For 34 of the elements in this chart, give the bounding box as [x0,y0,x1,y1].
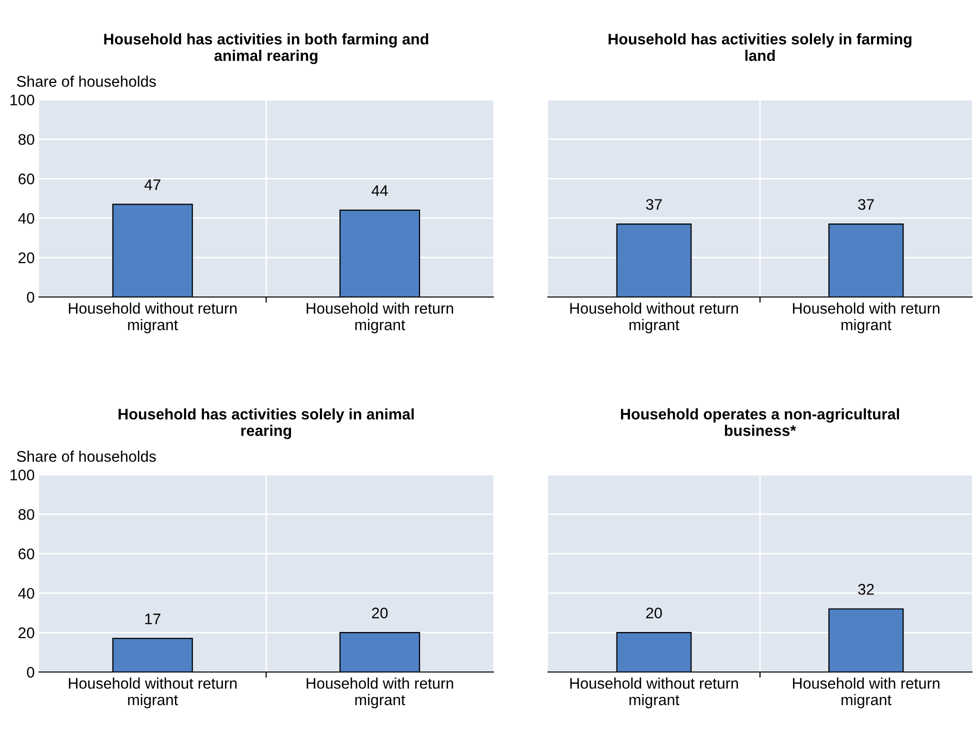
y-tick-label: 20 [18,252,34,264]
x-tick-label: Household with return migrant [792,302,940,334]
y-tick-label: 40 [18,212,34,224]
data-label: 20 [372,608,388,618]
y-tick-label: 100 [10,470,34,480]
x-tick-label: Household with return migrant [306,302,454,334]
y-tick-label: 60 [18,174,34,184]
y-tick-label: 80 [18,509,34,520]
y-tick-label: 0 [26,292,34,303]
y-tick-label: 60 [18,548,34,560]
y-tick-label: 40 [18,588,34,599]
data-label: 37 [858,199,874,210]
y-axis-title: Share of households [16,450,156,462]
chart-title: Household operates a non-agricultural business* [620,408,900,436]
x-tick-label: Household without return migrant [68,678,237,708]
x-tick-label: Household with return migrant [306,678,454,708]
x-tick-label: Household without return migrant [68,302,237,334]
x-tick-label: Household without return migrant [570,678,738,708]
y-axis-title: Share of households [16,76,156,87]
data-label: 44 [372,185,388,196]
data-label: 32 [858,584,874,595]
y-tick-label: 0 [26,666,34,678]
y-tick-label: 20 [18,627,34,638]
y-tick-label: 100 [10,94,34,106]
x-tick-label: Household with return migrant [792,678,940,708]
y-tick-label: 80 [18,134,34,145]
x-tick-label: Household without return migrant [570,302,738,334]
chart-title: Household has activities solely in animal rearing [118,408,414,440]
chart-title: Household has activities solely in farming land [608,33,912,62]
chart-title: Household has activities in both farming and animal rearing [104,33,428,64]
data-label: 37 [646,199,662,210]
data-label: 17 [145,614,160,624]
data-label: 47 [144,180,160,190]
data-label: 20 [646,608,662,618]
